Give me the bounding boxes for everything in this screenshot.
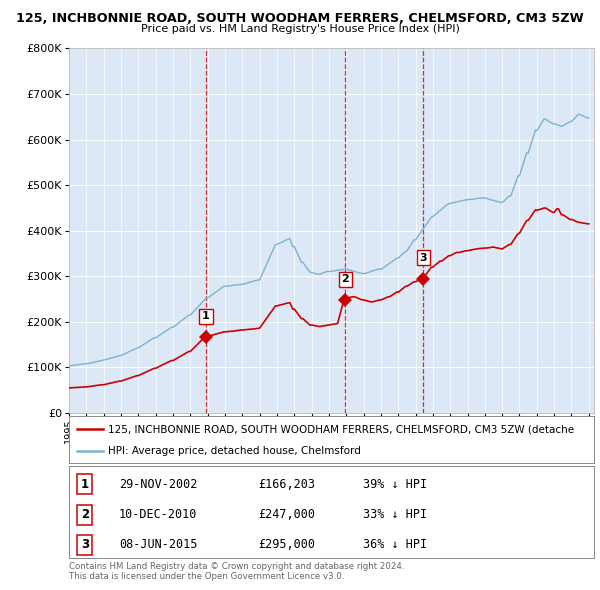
Text: 10-DEC-2010: 10-DEC-2010 [119, 508, 197, 521]
Text: 1: 1 [80, 478, 89, 491]
Text: 3: 3 [80, 538, 89, 551]
Text: 2: 2 [80, 508, 89, 521]
Text: 125, INCHBONNIE ROAD, SOUTH WOODHAM FERRERS, CHELMSFORD, CM3 5ZW: 125, INCHBONNIE ROAD, SOUTH WOODHAM FERR… [16, 12, 584, 25]
Text: 3: 3 [419, 253, 427, 263]
Text: 29-NOV-2002: 29-NOV-2002 [119, 478, 197, 491]
Text: 39% ↓ HPI: 39% ↓ HPI [363, 478, 427, 491]
Text: This data is licensed under the Open Government Licence v3.0.: This data is licensed under the Open Gov… [69, 572, 344, 581]
Text: £166,203: £166,203 [258, 478, 315, 491]
Text: £295,000: £295,000 [258, 538, 315, 551]
Text: £247,000: £247,000 [258, 508, 315, 521]
Text: 36% ↓ HPI: 36% ↓ HPI [363, 538, 427, 551]
Text: 125, INCHBONNIE ROAD, SOUTH WOODHAM FERRERS, CHELMSFORD, CM3 5ZW (detache: 125, INCHBONNIE ROAD, SOUTH WOODHAM FERR… [109, 424, 575, 434]
Text: 2: 2 [341, 274, 349, 284]
Text: HPI: Average price, detached house, Chelmsford: HPI: Average price, detached house, Chel… [109, 447, 361, 456]
Text: Price paid vs. HM Land Registry's House Price Index (HPI): Price paid vs. HM Land Registry's House … [140, 24, 460, 34]
Text: 08-JUN-2015: 08-JUN-2015 [119, 538, 197, 551]
Text: 1: 1 [202, 312, 210, 322]
Text: 33% ↓ HPI: 33% ↓ HPI [363, 508, 427, 521]
Text: Contains HM Land Registry data © Crown copyright and database right 2024.: Contains HM Land Registry data © Crown c… [69, 562, 404, 571]
